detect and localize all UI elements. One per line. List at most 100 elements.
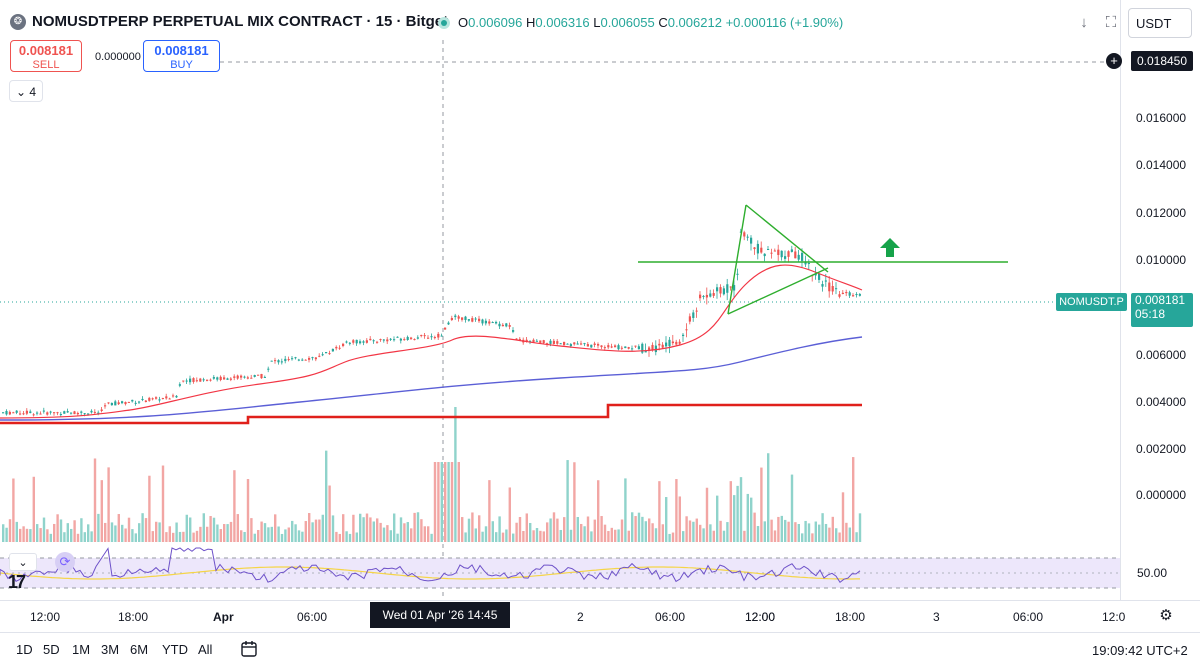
candle-body (573, 342, 576, 345)
candle-body (641, 343, 644, 353)
indicators-toggle[interactable]: ⌄ 4 (9, 80, 43, 102)
volume-bar (19, 528, 22, 542)
candle-body (767, 249, 770, 251)
candle-body (110, 402, 113, 406)
volume-bar (274, 514, 277, 542)
candle-body (270, 360, 273, 362)
candle-body (393, 339, 396, 341)
calendar-icon[interactable] (240, 640, 258, 658)
volume-bar (675, 479, 678, 542)
candle-body (5, 410, 8, 415)
up-arrow-icon (880, 238, 900, 257)
candle-body (396, 336, 399, 338)
candle-body (651, 344, 654, 350)
range-button-ytd[interactable]: YTD (162, 642, 188, 657)
volume-bar (8, 519, 12, 542)
range-button-1m[interactable]: 1M (72, 642, 91, 657)
volume-bar (648, 518, 651, 542)
volume-bar (743, 530, 746, 542)
collapse-pane-button[interactable]: ⌄ (9, 553, 37, 571)
volume-bar (175, 522, 178, 542)
settings-gear-icon[interactable]: ⚙ (1159, 607, 1173, 624)
volume-bar (216, 524, 219, 542)
volume-bar (784, 519, 787, 542)
candle-body (219, 376, 222, 381)
candle-body (433, 337, 436, 339)
candle-body (699, 294, 702, 299)
volume-bar (56, 514, 59, 542)
range-button-3m[interactable]: 3M (101, 642, 120, 657)
tradingview-logo[interactable]: 17 (8, 572, 26, 592)
candle-body (671, 341, 674, 344)
volume-bar (794, 522, 797, 542)
high-value: 0.006316 (535, 15, 590, 30)
volume-bar (240, 530, 243, 542)
range-button-1d[interactable]: 1D (16, 642, 33, 657)
download-icon[interactable]: ↓ (1080, 14, 1088, 31)
volume-bar (671, 532, 675, 542)
volume-bar (491, 521, 494, 542)
volume-bar (556, 518, 559, 542)
volume-bar (522, 531, 525, 542)
volume-bar (243, 531, 246, 542)
volume-bar (311, 522, 314, 542)
volume-bar (389, 530, 392, 542)
volume-bar (539, 530, 542, 542)
candle-body (821, 284, 824, 287)
volume-bar (610, 527, 613, 542)
candle-body (784, 256, 787, 259)
sync-icon[interactable]: ⟳ (55, 552, 75, 572)
volume-bar (5, 527, 8, 542)
candle-body (25, 410, 28, 414)
volume-bar (270, 526, 273, 542)
volume-bar (617, 529, 620, 542)
currency-selector[interactable]: USDT (1128, 8, 1192, 38)
candle-body (131, 399, 134, 402)
candle-body (121, 401, 124, 404)
volume-bar (841, 492, 845, 542)
candle-body (753, 247, 756, 250)
candle-body (328, 353, 331, 355)
volume-bar (297, 530, 301, 542)
volume-bar (688, 520, 692, 542)
candle-body (294, 357, 297, 359)
candle-body (209, 379, 212, 381)
price-tick-label: 0.004000 (1136, 395, 1187, 409)
volume-bar (753, 512, 756, 542)
candle-body (168, 398, 171, 400)
candle-body (495, 321, 498, 324)
fullscreen-icon[interactable]: ⛶ (1105, 14, 1117, 31)
range-button-5d[interactable]: 5D (43, 642, 60, 657)
candle-body (114, 401, 117, 406)
candle-body (233, 376, 236, 378)
candle-body (794, 251, 797, 259)
volume-bar (787, 521, 790, 542)
volume-bar (668, 533, 671, 542)
candle-body (600, 345, 603, 348)
buy-button[interactable]: 0.008181 BUY (143, 40, 220, 72)
candle-body (355, 339, 358, 344)
volume-bar (756, 526, 760, 542)
candle-body (790, 249, 793, 252)
sell-button[interactable]: 0.008181 SELL (10, 40, 82, 72)
range-button-all[interactable]: All (198, 642, 213, 657)
volume-bar (811, 533, 814, 542)
candle-body (474, 318, 477, 320)
candle-body (22, 413, 25, 415)
volume-bar (593, 519, 596, 542)
buy-label: BUY (170, 59, 193, 71)
clock[interactable]: 19:09:42 UTC+2 (1092, 643, 1188, 658)
add-alert-icon[interactable]: + (1106, 53, 1122, 69)
volume-bar (53, 523, 56, 542)
volume-bar (260, 521, 263, 542)
volume-bar (848, 527, 851, 542)
symbol-title[interactable]: NOMUSDTPERP PERPETUAL MIX CONTRACT · 15 … (32, 13, 449, 30)
candle-body (620, 347, 623, 349)
candle-body (824, 280, 827, 282)
candle-body (583, 343, 586, 345)
volume-bar (569, 529, 573, 542)
range-button-6m[interactable]: 6M (130, 642, 149, 657)
candle-body (342, 343, 345, 346)
volume-bar (838, 532, 841, 542)
